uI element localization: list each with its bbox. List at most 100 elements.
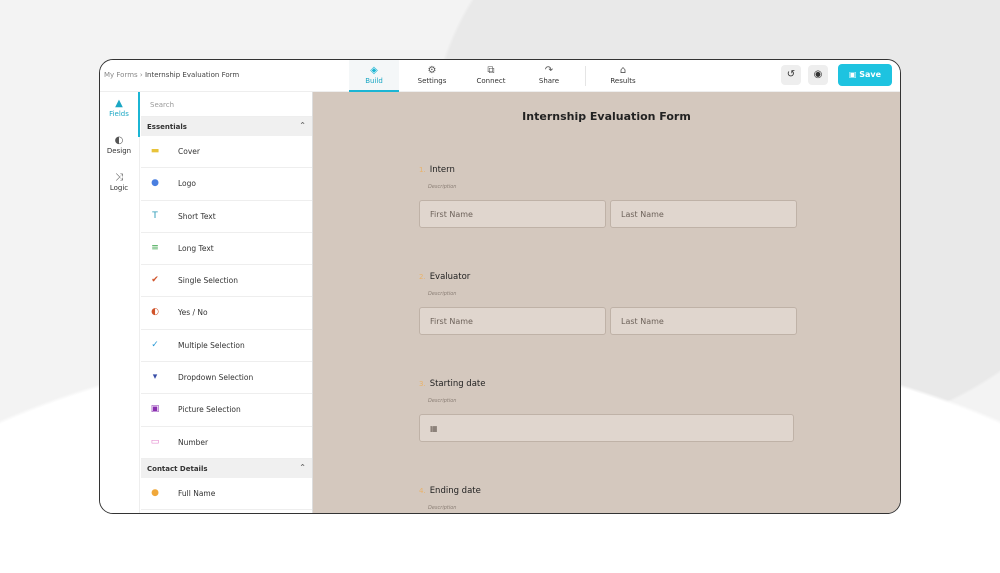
left-rail: ▲ Fields ◐ Design ⤨ Logic: [100, 92, 140, 513]
last-name-input[interactable]: Last Name: [610, 307, 797, 335]
section-header[interactable]: Essentials ⌃: [141, 117, 312, 136]
field-label: Logo: [178, 179, 196, 189]
question-number: 3.: [419, 380, 426, 388]
field-type-icon: ●: [151, 178, 159, 189]
rail-label: Logic: [109, 184, 129, 192]
field-item[interactable]: ▭ Number: [141, 427, 312, 459]
gear-icon: ⚙: [427, 65, 437, 76]
question-label[interactable]: 2. Evaluator: [419, 272, 470, 282]
field-label: Single Selection: [178, 276, 239, 286]
breadcrumb-sep: ›: [139, 71, 143, 79]
field-type-icon: ▣: [150, 404, 160, 415]
field-type-icon: ●: [151, 487, 159, 498]
form-title[interactable]: Internship Evaluation Form: [522, 110, 691, 123]
app-window: My Forms › Internship Evaluation Form ◈ B…: [99, 59, 901, 514]
history-icon: ↺: [786, 69, 796, 80]
field-label: Yes / No: [178, 308, 208, 318]
field-item[interactable]: ✔ Single Selection: [141, 265, 312, 298]
form-canvas: Internship Evaluation Form 1. Intern Descr…: [313, 92, 900, 513]
save-label: Save: [859, 70, 882, 79]
section-title: Essentials: [147, 123, 187, 131]
question-title: Intern: [429, 165, 455, 175]
rail-label: Fields: [109, 110, 129, 118]
rail-design[interactable]: ◐ Design: [100, 135, 138, 155]
shuffle-icon: ⤨: [115, 172, 123, 183]
first-name-input[interactable]: First Name: [419, 307, 606, 335]
question-number: 4.: [419, 487, 426, 495]
breadcrumb-current: Internship Evaluation Form: [144, 71, 240, 79]
rail-logic[interactable]: ⤨ Logic: [100, 172, 138, 192]
breadcrumb: My Forms › Internship Evaluation Form: [104, 71, 239, 79]
field-type-icon: ▾: [152, 372, 158, 383]
top-bar: My Forms › Internship Evaluation Form ◈ B…: [100, 60, 900, 92]
shapes-icon: ▲: [115, 98, 123, 109]
tab-label: Settings: [417, 77, 447, 85]
question-title: Ending date: [429, 486, 481, 496]
tab-share[interactable]: ↷ Share: [524, 60, 574, 92]
last-name-input[interactable]: Last Name: [610, 200, 797, 228]
field-label: Long Text: [178, 243, 214, 253]
question-label[interactable]: 3. Starting date: [419, 379, 485, 389]
field-label: Short Text: [178, 211, 216, 221]
field-item[interactable]: ▾ Dropdown Selection: [141, 362, 312, 395]
field-label: Dropdown Selection: [178, 373, 254, 383]
history-button[interactable]: ↺: [781, 65, 801, 85]
divider: [585, 66, 586, 86]
tab-label: Connect: [476, 77, 506, 85]
tab-build[interactable]: ◈ Build: [349, 60, 399, 92]
field-type-icon: ▬: [150, 146, 160, 156]
question-label[interactable]: 1. Intern: [419, 165, 455, 175]
eye-icon: ◉: [813, 69, 823, 80]
field-item[interactable]: ● Full Name: [141, 478, 312, 511]
tab-settings[interactable]: ⚙ Settings: [407, 60, 457, 92]
chevron-up-icon[interactable]: ⌃: [299, 462, 306, 472]
field-type-icon: ◐: [151, 307, 159, 318]
tab-label: Results: [610, 77, 636, 85]
first-name-input[interactable]: First Name: [419, 200, 606, 228]
field-type-icon: T: [152, 210, 158, 221]
field-label: Number: [178, 437, 209, 447]
field-item[interactable]: ▣ Picture Selection: [141, 394, 312, 427]
field-item[interactable]: ◐ Yes / No: [141, 297, 312, 330]
field-type-icon: ✓: [151, 339, 159, 350]
tab-results[interactable]: ⌂ Results: [598, 60, 648, 92]
layers-icon: ◈: [370, 65, 378, 76]
date-input[interactable]: ▦: [419, 414, 794, 442]
question-description[interactable]: Description: [428, 184, 457, 190]
field-type-icon: ✔: [151, 275, 159, 286]
field-label: Picture Selection: [178, 405, 241, 415]
field-type-icon: ≡: [151, 242, 159, 253]
search-input[interactable]: Search: [141, 92, 312, 117]
palette-icon: ◐: [114, 135, 124, 146]
field-item[interactable]: ▬ Cover: [141, 136, 312, 169]
breadcrumb-root[interactable]: My Forms: [104, 71, 138, 79]
chevron-up-icon[interactable]: ⌃: [299, 121, 306, 130]
field-item[interactable]: T Short Text: [141, 201, 312, 233]
tab-label: Share: [538, 77, 560, 85]
question-description[interactable]: Description: [428, 291, 457, 297]
save-button[interactable]: ▣ Save: [838, 64, 892, 86]
rail-fields[interactable]: ▲ Fields: [100, 98, 138, 118]
question-description[interactable]: Description: [428, 398, 457, 404]
field-item[interactable]: ✓ Multiple Selection: [141, 330, 312, 363]
question-title: Evaluator: [429, 272, 471, 282]
field-label: Cover: [178, 147, 200, 156]
calendar-icon: ▦: [430, 424, 438, 433]
question-label[interactable]: 4. Ending date: [419, 486, 481, 496]
field-type-icon: ▭: [150, 436, 160, 447]
question-description[interactable]: Description: [428, 505, 457, 511]
tab-connect[interactable]: ⧉ Connect: [466, 60, 516, 92]
field-item[interactable]: ● Logo: [141, 168, 312, 201]
question-number: 2.: [419, 273, 426, 281]
share-arrow-icon: ↷: [544, 65, 554, 76]
inbox-icon: ⌂: [619, 65, 627, 76]
section-header[interactable]: Contact Details ⌃: [141, 458, 312, 478]
floppy-icon: ▣: [848, 70, 857, 79]
section-title: Contact Details: [147, 464, 208, 473]
preview-button[interactable]: ◉: [808, 65, 828, 85]
tab-label: Build: [365, 77, 383, 85]
rail-label: Design: [106, 147, 132, 155]
active-indicator: [138, 92, 140, 137]
question-number: 1.: [419, 166, 426, 174]
field-item[interactable]: ≡ Long Text: [141, 233, 312, 266]
